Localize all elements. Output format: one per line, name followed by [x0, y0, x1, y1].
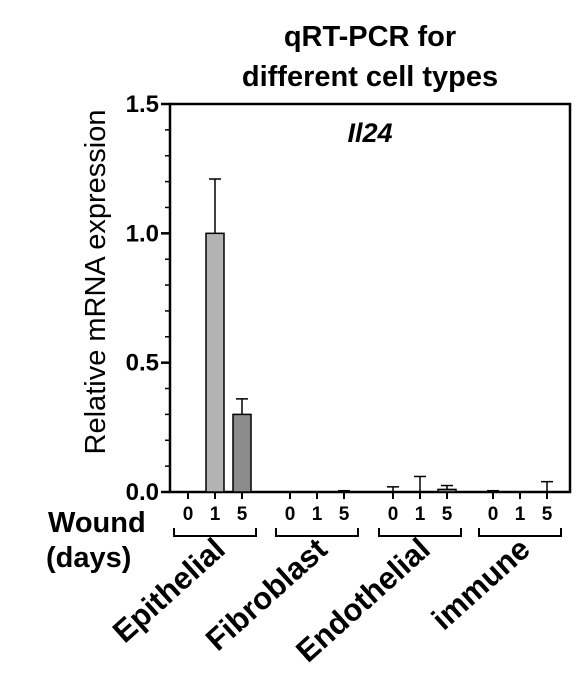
group-bracket	[173, 528, 257, 537]
y-tick-label: 0.5	[126, 350, 159, 377]
x-tick-label-day: 0	[285, 504, 296, 525]
y-axis-label: Relative mRNA expression	[80, 110, 112, 455]
x-tick-label-day: 1	[210, 504, 221, 525]
group-bracket	[478, 528, 562, 537]
bar-epithelial-day-1	[205, 232, 225, 493]
x-tick-label-day: 5	[339, 504, 350, 525]
x-tick-label-day: 1	[415, 504, 426, 525]
x-tick-label-day: 5	[542, 504, 553, 525]
plot-frame	[168, 102, 572, 494]
x-tick-label-day: 0	[183, 504, 194, 525]
group-label-immune: immune	[425, 531, 537, 637]
x-row-label-2: (days)	[46, 542, 131, 574]
x-tick-label-day: 0	[488, 504, 499, 525]
group-bracket	[275, 528, 359, 537]
x-tick-label-day: 5	[237, 504, 248, 525]
chart-title-line-1: qRT-PCR for	[284, 21, 456, 53]
x-tick-label-day: 1	[312, 504, 323, 525]
y-tick-label: 0.0	[126, 479, 159, 506]
y-tick-label: 1.0	[126, 220, 159, 247]
x-row-label: Wound	[48, 507, 146, 539]
gene-label: Il24	[347, 118, 392, 148]
bar-epithelial-day-5	[232, 413, 252, 493]
x-tick-label-day: 0	[388, 504, 399, 525]
x-tick-label-day: 1	[515, 504, 526, 525]
chart-title-line-2: different cell types	[242, 61, 498, 93]
x-tick-label-day: 5	[442, 504, 453, 525]
y-tick-label: 1.5	[126, 91, 159, 118]
bar-endothelial-day-5	[437, 488, 457, 493]
group-bracket	[378, 528, 462, 537]
